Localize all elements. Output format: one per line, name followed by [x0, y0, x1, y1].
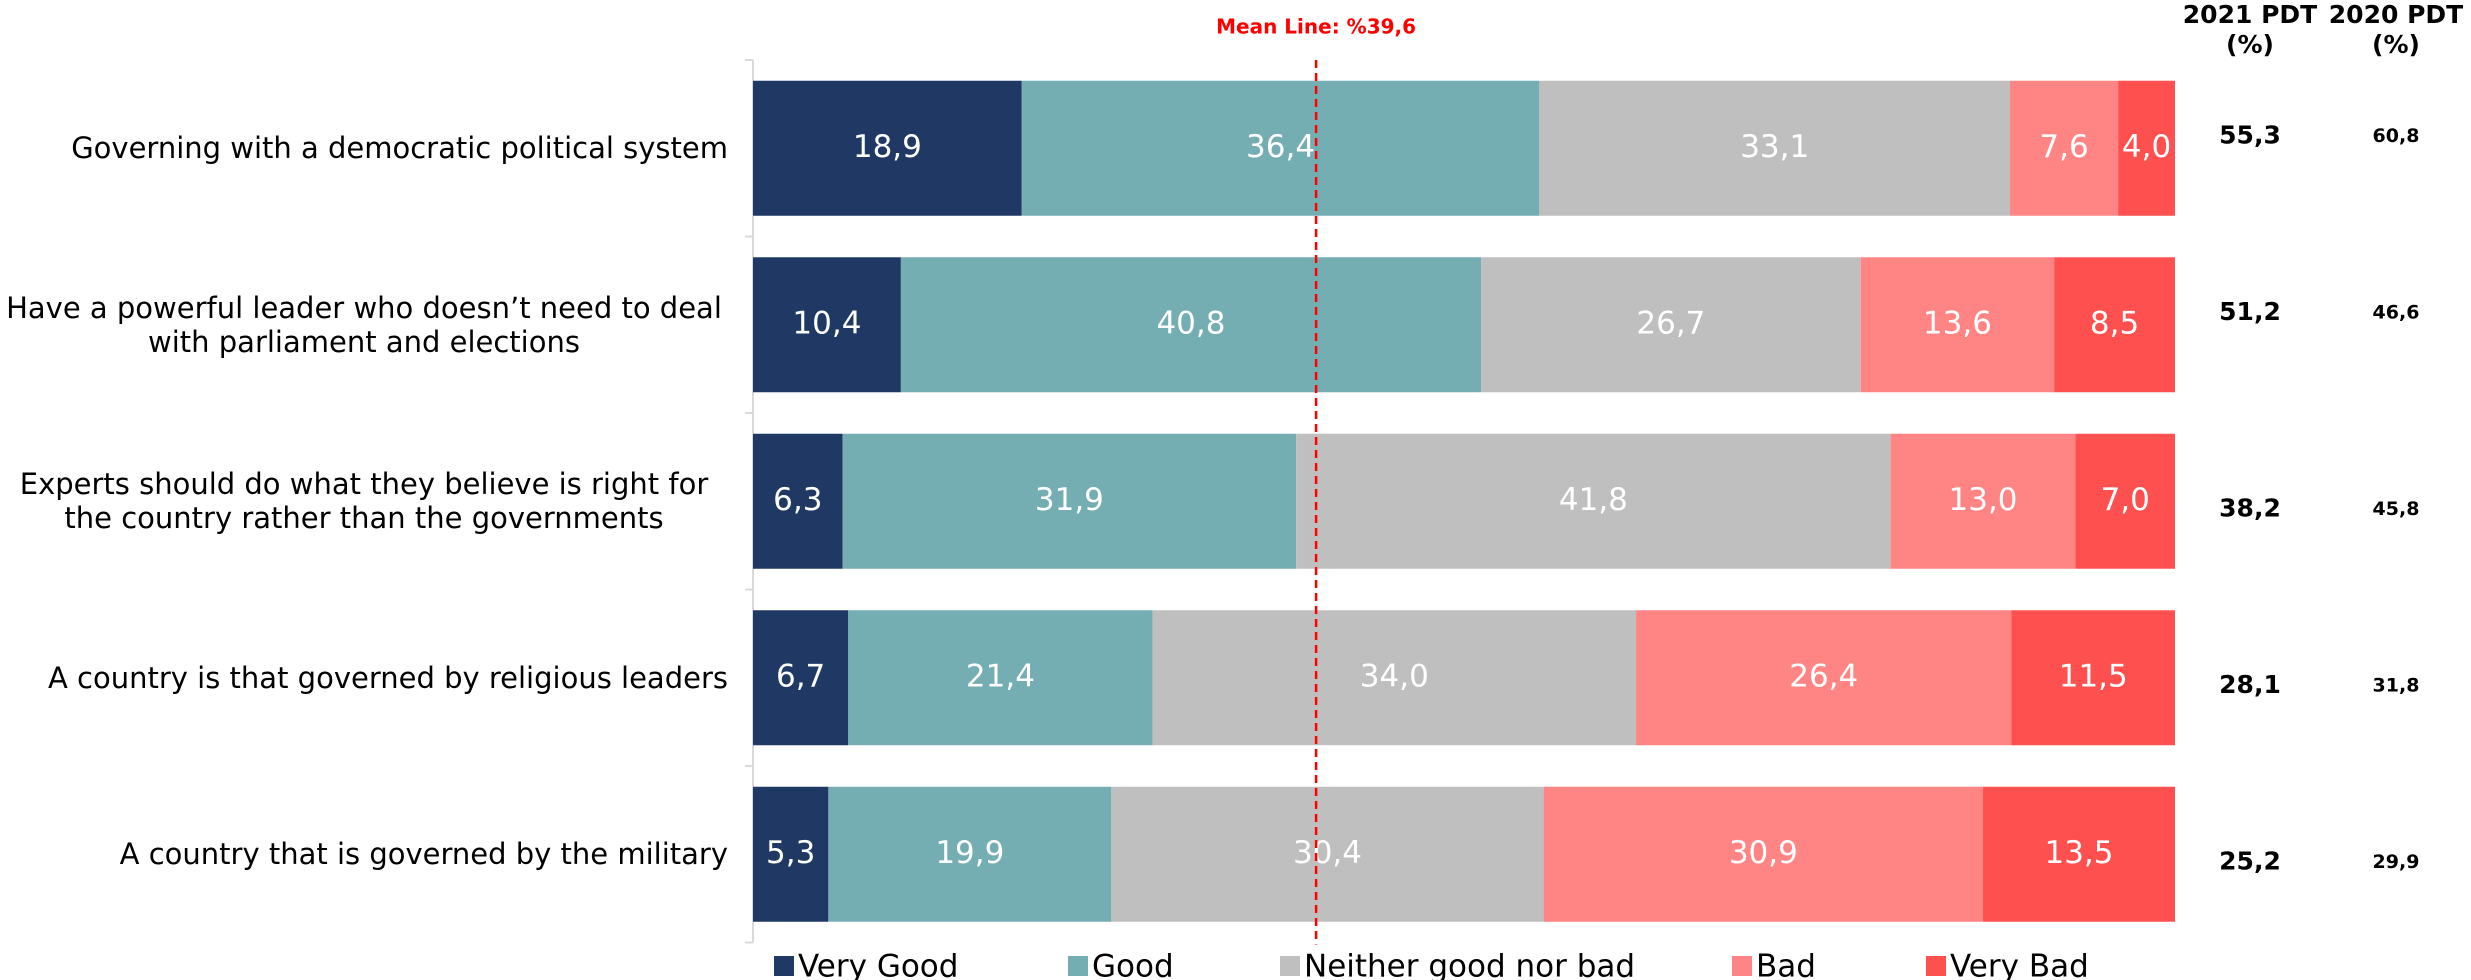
column-value: 51,2: [2219, 297, 2281, 326]
bar-segment: [753, 786, 829, 922]
bar-segment: [1860, 257, 2055, 393]
bar-segment: [1543, 786, 1984, 922]
value-label: 13,5: [2044, 835, 2113, 871]
bar-segment: [1111, 786, 1544, 922]
column-title: (%): [2226, 30, 2274, 59]
value-label: 7,6: [2039, 129, 2088, 165]
value-label: 6,7: [776, 658, 825, 694]
column-value: 31,8: [2373, 674, 2420, 696]
bar-segment: [753, 80, 1022, 216]
value-label: 30,4: [1293, 835, 1362, 871]
category-label: Experts should do what they believe is r…: [0, 467, 728, 535]
bar-segment: [1021, 80, 1540, 216]
category-text: A country is that governed by religious …: [48, 660, 728, 695]
bar-segment: [1152, 610, 1637, 746]
column-title: 2021 PDT: [2183, 0, 2317, 29]
value-label: 26,4: [1789, 658, 1858, 694]
column-value: 38,2: [2219, 493, 2281, 522]
value-label: 36,4: [1246, 129, 1315, 165]
legend-swatch: [1068, 956, 1088, 976]
value-label: 6,3: [773, 482, 822, 518]
value-label: 31,9: [1035, 482, 1104, 518]
column-value: 45,8: [2373, 498, 2420, 520]
value-label: 10,4: [792, 305, 861, 341]
column-value: 46,6: [2373, 301, 2420, 323]
value-label: 30,9: [1729, 835, 1798, 871]
value-label: 19,9: [935, 835, 1004, 871]
category-label: A country is that governed by religious …: [0, 661, 728, 695]
legend-swatch: [774, 956, 794, 976]
value-label: 13,6: [1923, 305, 1992, 341]
category-label: A country that is governed by the milita…: [0, 837, 728, 871]
value-label: 21,4: [966, 658, 1035, 694]
bar-segment: [1983, 786, 2175, 922]
value-label: 4,0: [2122, 129, 2171, 165]
legend-swatch: [1732, 956, 1752, 976]
bar-segment: [900, 257, 1482, 393]
value-label: 11,5: [2059, 658, 2128, 694]
column-title: 2020 PDT: [2329, 0, 2463, 29]
legend-label: Bad: [1756, 949, 1816, 980]
legend-swatch: [1280, 956, 1300, 976]
mean-line-label: Mean Line: %39,6: [1216, 15, 1416, 39]
bar-segment: [753, 257, 901, 393]
legend-swatch: [1926, 956, 1946, 976]
bar-segment: [2011, 610, 2175, 746]
column-value: 28,1: [2219, 670, 2281, 699]
column-value: 55,3: [2219, 120, 2281, 149]
value-label: 41,8: [1559, 482, 1628, 518]
legend-label: Neither good nor bad: [1304, 949, 1635, 980]
bar-segment: [2054, 257, 2175, 393]
bar-segment: [2118, 80, 2175, 216]
value-label: 13,0: [1949, 482, 2018, 518]
bar-segment: [1481, 257, 1861, 393]
bar-segment: [2075, 433, 2175, 569]
value-label: 8,5: [2090, 305, 2139, 341]
value-label: 5,3: [766, 835, 815, 871]
bar-segment: [2010, 80, 2119, 216]
bar-segment: [753, 433, 843, 569]
bar-segment: [842, 433, 1297, 569]
bar-segment: [828, 786, 1112, 922]
bar-segment: [1890, 433, 2076, 569]
column-value: 29,9: [2373, 851, 2420, 873]
value-label: 34,0: [1360, 658, 1429, 694]
bar-segment: [1296, 433, 1891, 569]
category-text: A country that is governed by the milita…: [119, 837, 728, 872]
column-value: 60,8: [2373, 125, 2420, 147]
column-value: 25,2: [2219, 846, 2281, 875]
value-label: 33,1: [1740, 129, 1809, 165]
category-label: Have a powerful leader who doesn’t need …: [0, 291, 728, 359]
value-label: 7,0: [2101, 482, 2150, 518]
value-label: 18,9: [853, 129, 922, 165]
legend-label: Good: [1092, 949, 1174, 980]
legend-label: Very Bad: [1950, 949, 2089, 980]
category-text: Experts should do what they believe is r…: [19, 467, 709, 536]
category-text: Governing with a democratic political sy…: [71, 131, 728, 166]
value-label: 26,7: [1636, 305, 1705, 341]
bar-segment: [1636, 610, 2012, 746]
bar-segment: [753, 610, 849, 746]
legend-label: Very Good: [798, 949, 958, 980]
bar-segment: [1539, 80, 2011, 216]
category-text: Have a powerful leader who doesn’t need …: [6, 290, 722, 359]
column-title: (%): [2372, 30, 2420, 59]
category-label: Governing with a democratic political sy…: [0, 131, 728, 165]
bar-segment: [848, 610, 1153, 746]
value-label: 40,8: [1156, 305, 1225, 341]
